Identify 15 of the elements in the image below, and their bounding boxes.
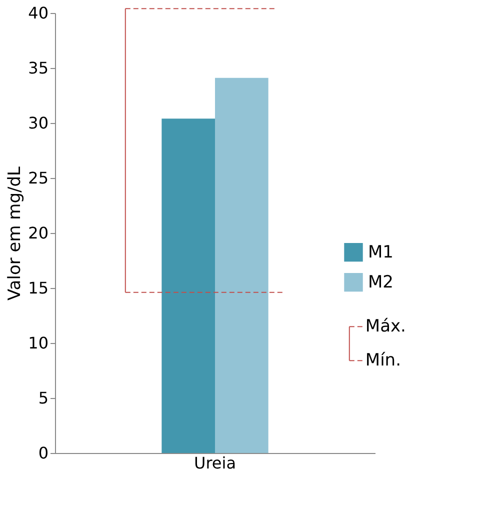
y-axis-title: Valor em mg/dL xyxy=(5,166,26,301)
x-tick-label: Ureia xyxy=(194,454,236,472)
legend-label: Máx. xyxy=(365,316,406,337)
legend-label: M2 xyxy=(368,272,394,292)
y-tick-label: 5 xyxy=(38,388,48,408)
y-tick-label: 25 xyxy=(28,168,48,188)
y-tick-label: 35 xyxy=(28,58,48,78)
y-tick-label: 30 xyxy=(28,114,48,132)
y-tick-label: 20 xyxy=(28,224,48,242)
y-tick-label: 15 xyxy=(28,278,48,298)
y-tick-label: 10 xyxy=(28,334,48,352)
y-tick-label: 0 xyxy=(38,444,48,462)
y-tick-label: 40 xyxy=(28,4,48,22)
legend-label: Mín. xyxy=(365,350,401,371)
legend-label: M1 xyxy=(368,242,394,262)
